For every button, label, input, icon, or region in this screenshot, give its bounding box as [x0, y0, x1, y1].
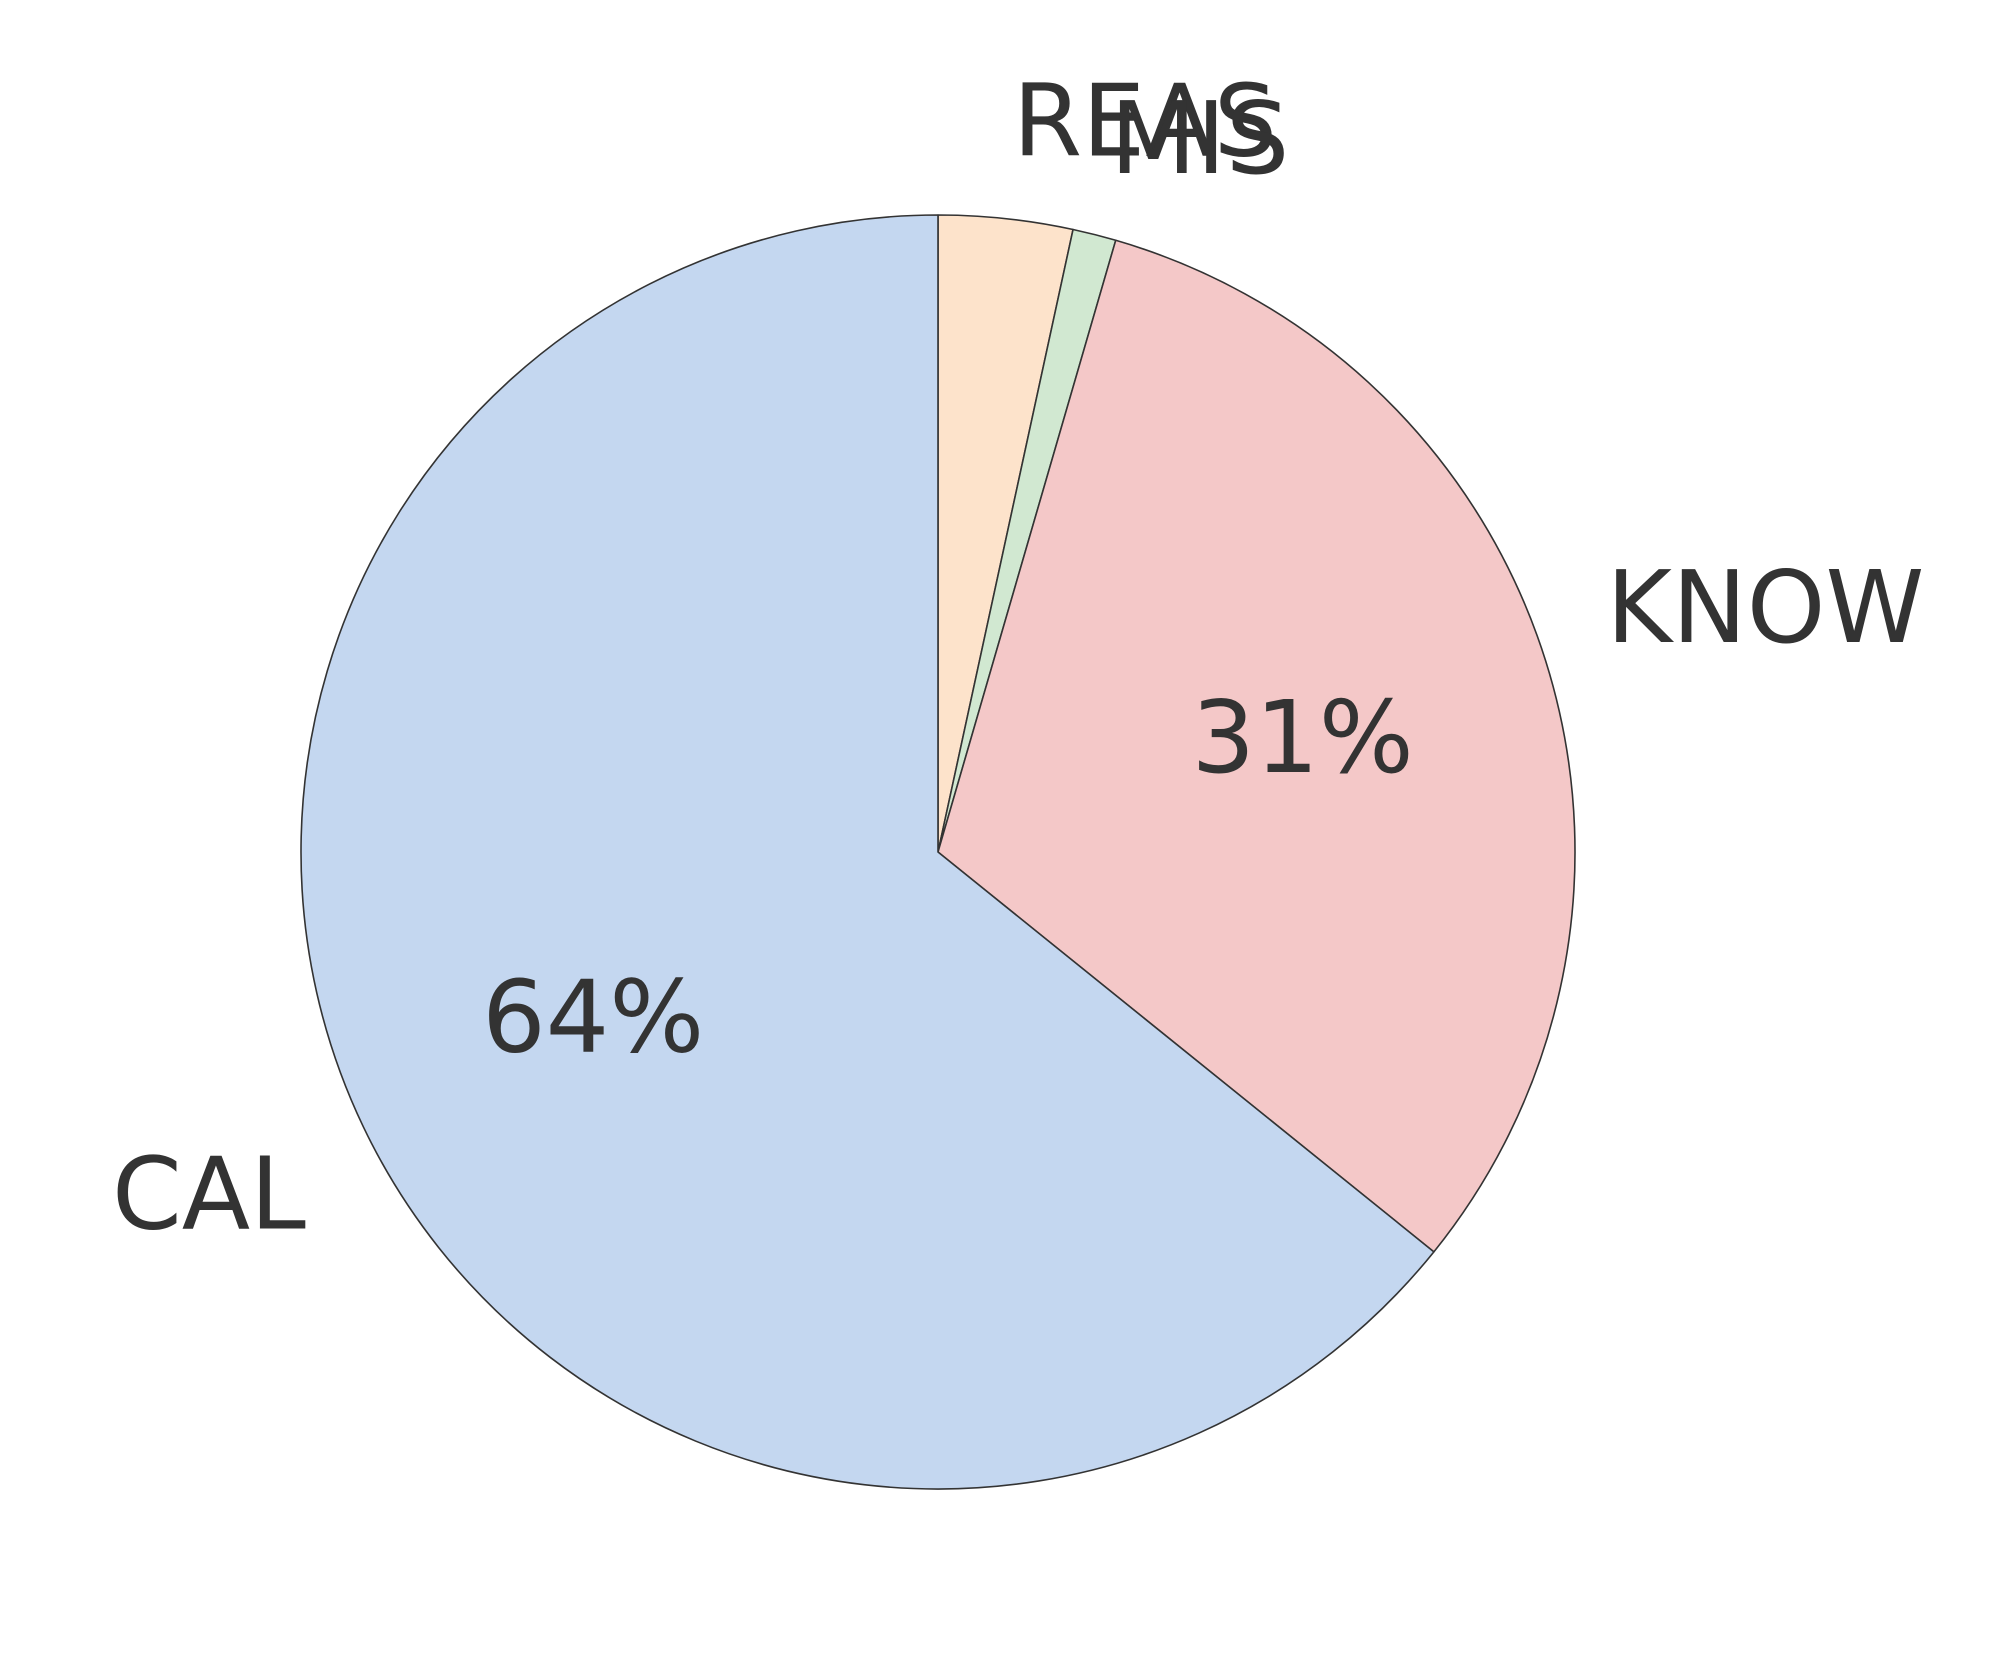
- percent-label-know: 31%: [1191, 679, 1413, 796]
- category-label-reas: REAS: [1013, 62, 1278, 179]
- pie-slice-know: [937, 239, 1576, 1253]
- pie-slice-cal: [300, 214, 1435, 1490]
- pie-slices: [300, 214, 1576, 1490]
- percent-label-cal: 64%: [482, 958, 704, 1075]
- category-label-cal: CAL: [112, 1136, 306, 1253]
- category-label-know: KNOW: [1606, 549, 1924, 666]
- category-label-mis: MIS: [1110, 80, 1289, 197]
